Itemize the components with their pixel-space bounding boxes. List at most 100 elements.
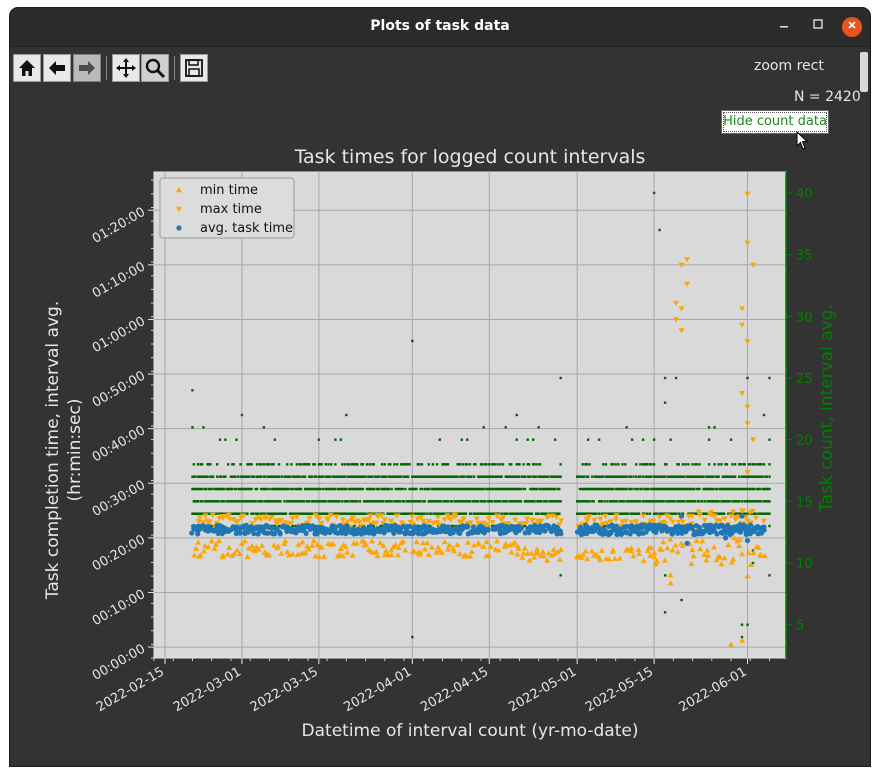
count-point — [433, 475, 436, 478]
count-point — [744, 487, 748, 491]
hide-count-data-button[interactable]: Hide count data — [721, 110, 829, 134]
scrollbar[interactable] — [860, 52, 868, 92]
count-point — [681, 487, 685, 491]
avg-task-time-point — [737, 529, 743, 535]
count-point — [746, 500, 749, 503]
max-time-point — [373, 520, 380, 526]
count-point — [607, 512, 610, 515]
count-point — [382, 475, 385, 478]
count-point — [209, 500, 212, 503]
count-point — [455, 487, 458, 491]
count-point — [652, 512, 656, 515]
max-time-point — [667, 516, 674, 522]
count-point — [523, 500, 527, 503]
count-point — [485, 463, 488, 466]
home-icon — [19, 60, 35, 76]
count-point — [248, 500, 252, 503]
count-point — [733, 500, 737, 503]
count-point — [577, 475, 580, 478]
max-time-point — [289, 516, 296, 522]
forward-button[interactable] — [73, 54, 101, 82]
count-point — [606, 487, 609, 491]
count-point — [518, 512, 521, 515]
count-point — [725, 487, 729, 491]
count-point — [202, 426, 205, 429]
count-point — [514, 487, 517, 491]
count-point — [287, 487, 290, 491]
max-time-point — [216, 516, 223, 522]
zoom-button[interactable] — [141, 54, 169, 82]
back-button[interactable] — [43, 54, 71, 82]
toolbar-separator — [174, 56, 175, 80]
count-point — [753, 500, 756, 503]
min-time-point — [242, 538, 249, 544]
count-point — [500, 487, 503, 491]
count-point — [253, 500, 256, 503]
count-point — [765, 487, 768, 491]
count-point — [603, 524, 606, 528]
max-time-point — [679, 519, 686, 525]
count-point — [702, 475, 705, 478]
min-time-point — [468, 548, 475, 555]
count-point — [536, 500, 539, 503]
home-button[interactable] — [13, 54, 41, 82]
maximize-button[interactable] — [808, 17, 828, 37]
min-time-point — [697, 546, 704, 552]
count-point — [290, 512, 293, 515]
max-time-point — [591, 517, 598, 523]
count-point — [203, 475, 207, 478]
count-point — [611, 475, 615, 478]
min-time-point — [197, 552, 204, 558]
minimize-button[interactable] — [774, 17, 794, 37]
count-point — [221, 512, 224, 515]
count-point — [626, 500, 630, 503]
count-point — [757, 487, 760, 491]
min-time-point — [674, 548, 681, 555]
count-point — [279, 487, 282, 491]
count-point — [691, 512, 694, 515]
max-time-point — [485, 516, 492, 522]
avg-task-time-point — [410, 530, 416, 536]
min-time-point — [299, 539, 306, 545]
max-time-point — [512, 517, 519, 523]
count-point — [262, 487, 266, 491]
count-point — [426, 512, 429, 515]
count-point — [688, 500, 692, 503]
count-point — [353, 463, 356, 466]
count-point — [369, 500, 373, 503]
count-point — [518, 475, 521, 478]
count-point — [661, 500, 664, 503]
count-point — [702, 512, 705, 515]
count-point — [313, 500, 316, 503]
min-time-point — [201, 542, 208, 548]
count-point — [636, 500, 639, 503]
count-point — [632, 487, 635, 491]
count-point — [456, 463, 459, 466]
count-point — [247, 463, 250, 466]
min-time-point — [640, 557, 647, 563]
count-point — [556, 512, 560, 515]
count-point — [700, 475, 704, 478]
count-point — [195, 500, 198, 503]
avg-task-time-point — [332, 524, 338, 530]
save-button[interactable] — [180, 54, 208, 82]
count-point — [375, 500, 378, 503]
count-point — [500, 475, 503, 478]
count-point — [353, 524, 356, 528]
close-button[interactable] — [842, 17, 862, 37]
max-time-point — [546, 513, 553, 519]
pan-button[interactable] — [112, 54, 140, 82]
count-point — [306, 487, 310, 491]
count-point — [297, 500, 300, 503]
count-point — [441, 463, 444, 466]
count-point — [472, 487, 476, 491]
min-time-point — [433, 549, 440, 555]
count-point — [720, 512, 723, 515]
count-point — [731, 487, 734, 491]
count-point — [298, 487, 301, 491]
count-point — [526, 438, 529, 441]
count-point — [226, 500, 230, 503]
min-time-point — [205, 544, 212, 550]
count-point — [444, 475, 447, 478]
min-time-point — [349, 552, 356, 558]
